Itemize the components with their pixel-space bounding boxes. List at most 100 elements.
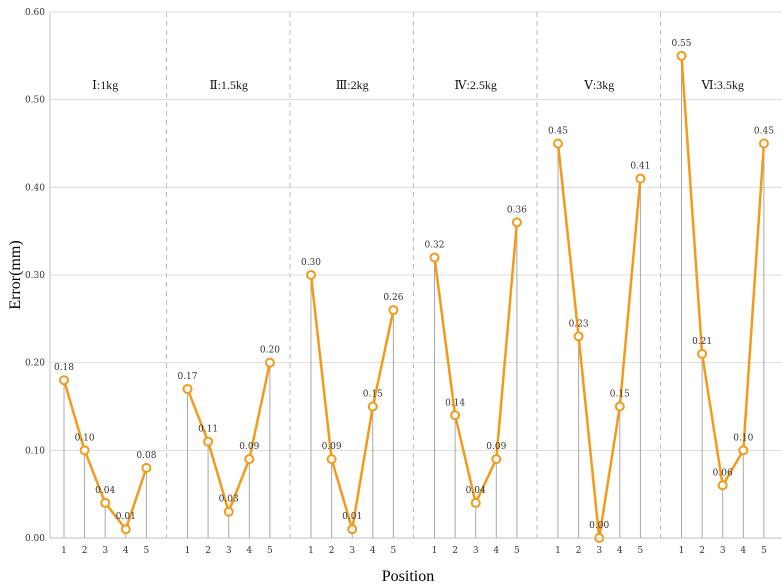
data-label-2-1: 0.17: [177, 372, 197, 382]
data-label-5-4: 0.15: [610, 390, 630, 400]
point-6-5: [758, 138, 769, 149]
x-tick-label-2-2: 2: [205, 546, 211, 556]
y-tick-label-3: 0.30: [25, 271, 45, 281]
group-label-2: Ⅱ:1.5kg: [209, 78, 248, 92]
data-label-6-3: 0.06: [713, 468, 733, 478]
point-4-3: [470, 497, 481, 508]
data-label-5-3: 0.00: [589, 521, 609, 531]
axes: 0.00 0.10 0.20 0.30 0.40 0.50 0.60 1 2 3 4 5 1 2 3 4 5 1 2…: [25, 8, 782, 556]
data-label-6-1: 0.55: [671, 39, 691, 49]
point-6-4: [738, 445, 749, 456]
point-5-5: [635, 173, 646, 184]
x-tick-label-2-1: 1: [185, 546, 191, 556]
group-label-4: Ⅳ:2.5kg: [455, 78, 497, 92]
series-line-5: [556, 143, 642, 540]
x-tick-label-6-1: 1: [679, 546, 685, 556]
data-label-5-1: 0.45: [548, 127, 568, 137]
x-tick-label-2-5: 5: [267, 546, 273, 556]
series-line-2: [186, 362, 272, 513]
group-separators: [165, 12, 661, 538]
point-1-2: [79, 445, 90, 456]
y-tick-label-2: 0.20: [25, 359, 45, 369]
point-2-2: [203, 436, 214, 447]
x-tick-label-4-1: 1: [432, 546, 438, 556]
x-tick-label-2-3: 3: [226, 546, 232, 556]
x-tick-label-3-2: 2: [329, 546, 335, 556]
y-tick-label-6: 0.60: [25, 8, 45, 18]
data-label-6-5: 0.45: [754, 127, 774, 137]
data-label-6-4: 0.10: [733, 433, 753, 443]
grid: [50, 11, 782, 451]
point-4-2: [450, 410, 461, 421]
data-label-2-3: 0.03: [219, 495, 239, 505]
data-label-1-3: 0.04: [95, 486, 115, 496]
x-tick-label-6-5: 5: [761, 546, 767, 556]
series-line-3: [309, 274, 395, 531]
x-tick-label-1-5: 5: [144, 546, 150, 556]
x-tick-label-4-5: 5: [514, 546, 520, 556]
point-4-4: [491, 454, 502, 465]
x-tick-label-1-1: 1: [61, 546, 67, 556]
data-label-3-1: 0.30: [301, 258, 321, 268]
x-tick-label-5-4: 4: [617, 546, 623, 556]
point-1-4: [120, 524, 131, 535]
data-label-2-2: 0.11: [198, 425, 218, 435]
point-1-5: [141, 462, 152, 473]
series-line-6: [680, 55, 766, 487]
y-axis-title: Error(mm): [7, 240, 24, 309]
stems: [63, 55, 765, 538]
data-label-1-4: 0.01: [116, 512, 136, 522]
point-4-5: [511, 217, 522, 228]
x-tick-label-1-3: 3: [102, 546, 108, 556]
group-label-3: Ⅲ:2kg: [336, 78, 369, 92]
x-tick-label-4-3: 3: [473, 546, 479, 556]
data-label-4-3: 0.04: [466, 486, 486, 496]
x-tick-label-5-3: 3: [596, 546, 602, 556]
data-label-1-2: 0.10: [75, 433, 95, 443]
x-tick-label-1-4: 4: [123, 546, 129, 556]
data-label-1-5: 0.08: [136, 451, 156, 461]
x-tick-label-5-5: 5: [638, 546, 644, 556]
point-1-1: [59, 375, 69, 386]
x-tick-label-1-2: 2: [82, 546, 88, 556]
point-6-1: [676, 50, 687, 61]
data-label-2-5: 0.20: [260, 346, 280, 356]
x-tick-label-5-2: 2: [576, 546, 582, 556]
point-2-3: [223, 506, 234, 517]
point-5-1: [553, 138, 563, 149]
x-tick-label-4-4: 4: [493, 546, 499, 556]
x-tick-label-3-5: 5: [391, 546, 397, 556]
data-label-3-3: 0.01: [342, 512, 362, 522]
point-5-2: [573, 331, 584, 342]
group-label-6: Ⅵ:3.5kg: [700, 78, 743, 92]
point-3-3: [347, 524, 358, 535]
x-tick-label-3-4: 4: [370, 546, 376, 556]
point-6-3: [717, 480, 728, 491]
data-label-4-4: 0.09: [486, 442, 506, 452]
point-6-2: [697, 348, 708, 359]
x-tick-label-2-4: 4: [246, 546, 252, 556]
y-tick-label-0: 0.00: [25, 534, 45, 544]
data-label-4-1: 0.32: [424, 240, 444, 250]
x-tick-label-3-3: 3: [349, 546, 355, 556]
point-2-5: [264, 357, 275, 368]
x-axis-title: Position: [382, 568, 434, 585]
data-label-4-5: 0.36: [507, 205, 527, 215]
x-tick-label-6-3: 3: [720, 546, 726, 556]
y-tick-label-1: 0.10: [25, 446, 45, 456]
data-label-3-4: 0.15: [363, 390, 383, 400]
point-2-1: [182, 383, 193, 394]
point-3-5: [388, 305, 399, 316]
y-tick-label-5: 0.50: [25, 96, 45, 106]
point-1-3: [100, 497, 111, 508]
data-label-1-1: 0.18: [54, 363, 74, 373]
x-tick-label-6-2: 2: [699, 546, 705, 556]
data-label-6-2: 0.21: [692, 337, 712, 347]
point-5-4: [614, 401, 625, 412]
x-tick-label-4-2: 2: [452, 546, 458, 556]
markers: [59, 50, 769, 543]
point-2-4: [244, 454, 255, 465]
data-label-2-4: 0.09: [239, 442, 259, 452]
point-3-1: [306, 270, 316, 280]
